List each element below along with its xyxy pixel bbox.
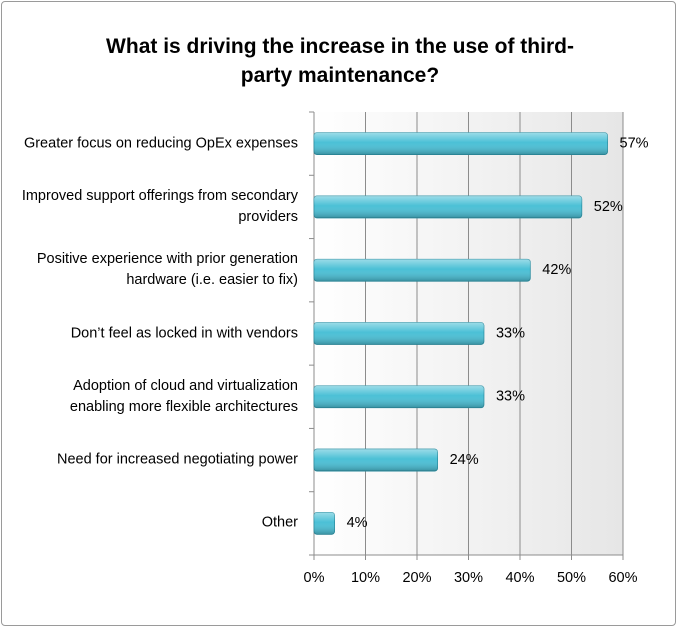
value-label: 52% <box>594 199 623 215</box>
x-tick-label: 40% <box>505 570 534 586</box>
bar-shade <box>314 132 608 155</box>
chart-title: What is driving the increase in the use … <box>106 35 574 87</box>
bar-shade <box>314 322 484 345</box>
category-label: Don’t feel as locked in with vendors <box>70 325 298 341</box>
value-label: 57% <box>620 135 649 151</box>
category-label: Need for increased negotiating power <box>56 451 298 468</box>
bar-shade <box>314 259 531 282</box>
value-label: 24% <box>450 452 479 468</box>
category-label: Improved support offerings from secondar… <box>21 187 298 225</box>
value-label: 4% <box>347 515 368 531</box>
x-tick-label: 10% <box>351 570 380 586</box>
bar-shade <box>314 512 335 535</box>
value-label: 42% <box>542 262 571 278</box>
x-tick-label: 30% <box>454 570 483 586</box>
category-label: Greater focus on reducing OpEx expenses <box>23 135 298 152</box>
x-tick-label: 0% <box>304 570 325 586</box>
category-label: Adoption of cloud and virtualization ena… <box>69 377 298 415</box>
bar-shade <box>314 449 438 472</box>
category-label: Positive experience with prior generatio… <box>36 251 298 289</box>
bar-shade <box>314 385 484 408</box>
x-tick-label: 50% <box>557 570 586 586</box>
value-label: 33% <box>496 325 525 341</box>
x-tick-label: 20% <box>402 570 431 586</box>
category-label: Other <box>261 514 298 531</box>
value-label: 33% <box>496 389 525 405</box>
x-tick-label: 60% <box>608 570 637 586</box>
bar-shade <box>314 195 582 218</box>
